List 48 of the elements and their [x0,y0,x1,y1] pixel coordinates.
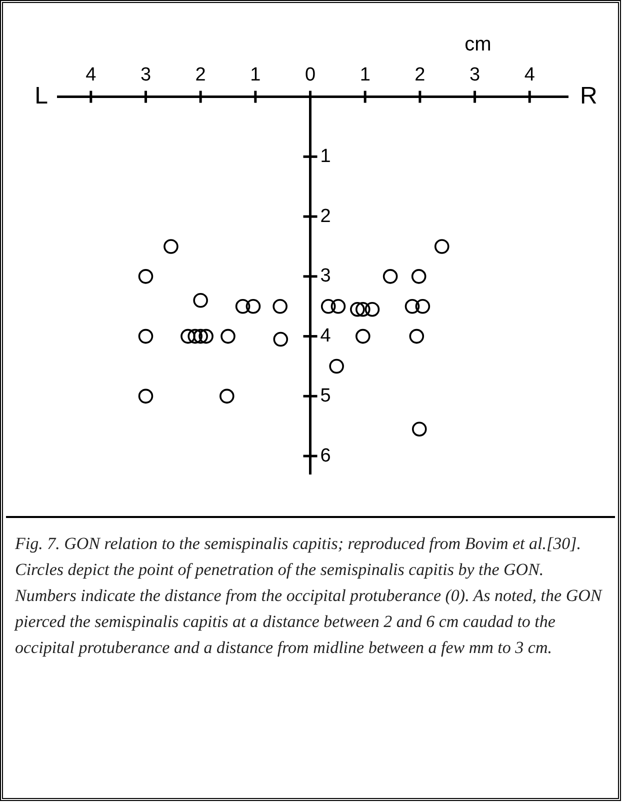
point [409,328,424,344]
y-tick-label: 6 [320,445,331,466]
point [415,298,430,314]
point [330,298,346,314]
x-tick-label: 1 [250,64,261,86]
point [220,388,234,404]
point [434,239,450,254]
point [138,388,154,404]
point [246,298,261,314]
point [188,328,202,344]
x-tick-label: 4 [86,64,97,86]
x-tick-label: 4 [524,64,536,86]
x-tick-label: 3 [140,64,152,86]
x-axis-title: cm [464,33,492,56]
text: R [580,82,598,110]
y-tick-label: 2 [320,206,331,227]
point [320,298,336,314]
point [412,422,427,436]
y-tick-label: 3 [320,266,331,287]
x-tick-label: 2 [414,64,426,86]
point [356,328,370,344]
point [235,298,250,314]
point [273,332,288,347]
y-tick-label: 1 [320,146,331,167]
x-tick-label: 1 [360,64,370,86]
point [164,239,178,254]
point [404,298,420,314]
point [220,328,236,344]
caption: Fig. 7. GON relation to the semispinalis capitis; reproduced from Bovim et al.[30]. Circles depict the point of penetration of the semispinalis capitis by the GON. Numbers indicate the distance from the occipital protuberance (0). As noted, the GON pierced the semispinalis capitis at a distance between 2 and 6 cm caudad to the occipital protuberance and a distance from midline between a few mm to 3 cm. [15,533,604,659]
text: L [34,82,48,110]
y-tick-label: 5 [320,385,331,406]
y-tick-label: 4 [320,326,332,347]
point [180,328,196,344]
point [272,298,288,314]
point [198,328,214,344]
point [138,269,154,284]
point [356,302,370,317]
point [411,269,426,284]
point [364,302,380,317]
point [193,292,208,308]
x-tick-label: 3 [469,64,480,86]
point [329,358,344,374]
x-tick-label: 0 [304,64,316,86]
point [138,328,154,344]
point [193,328,208,344]
point [350,302,365,317]
x-tick-label: 2 [195,64,206,86]
point [382,269,398,284]
